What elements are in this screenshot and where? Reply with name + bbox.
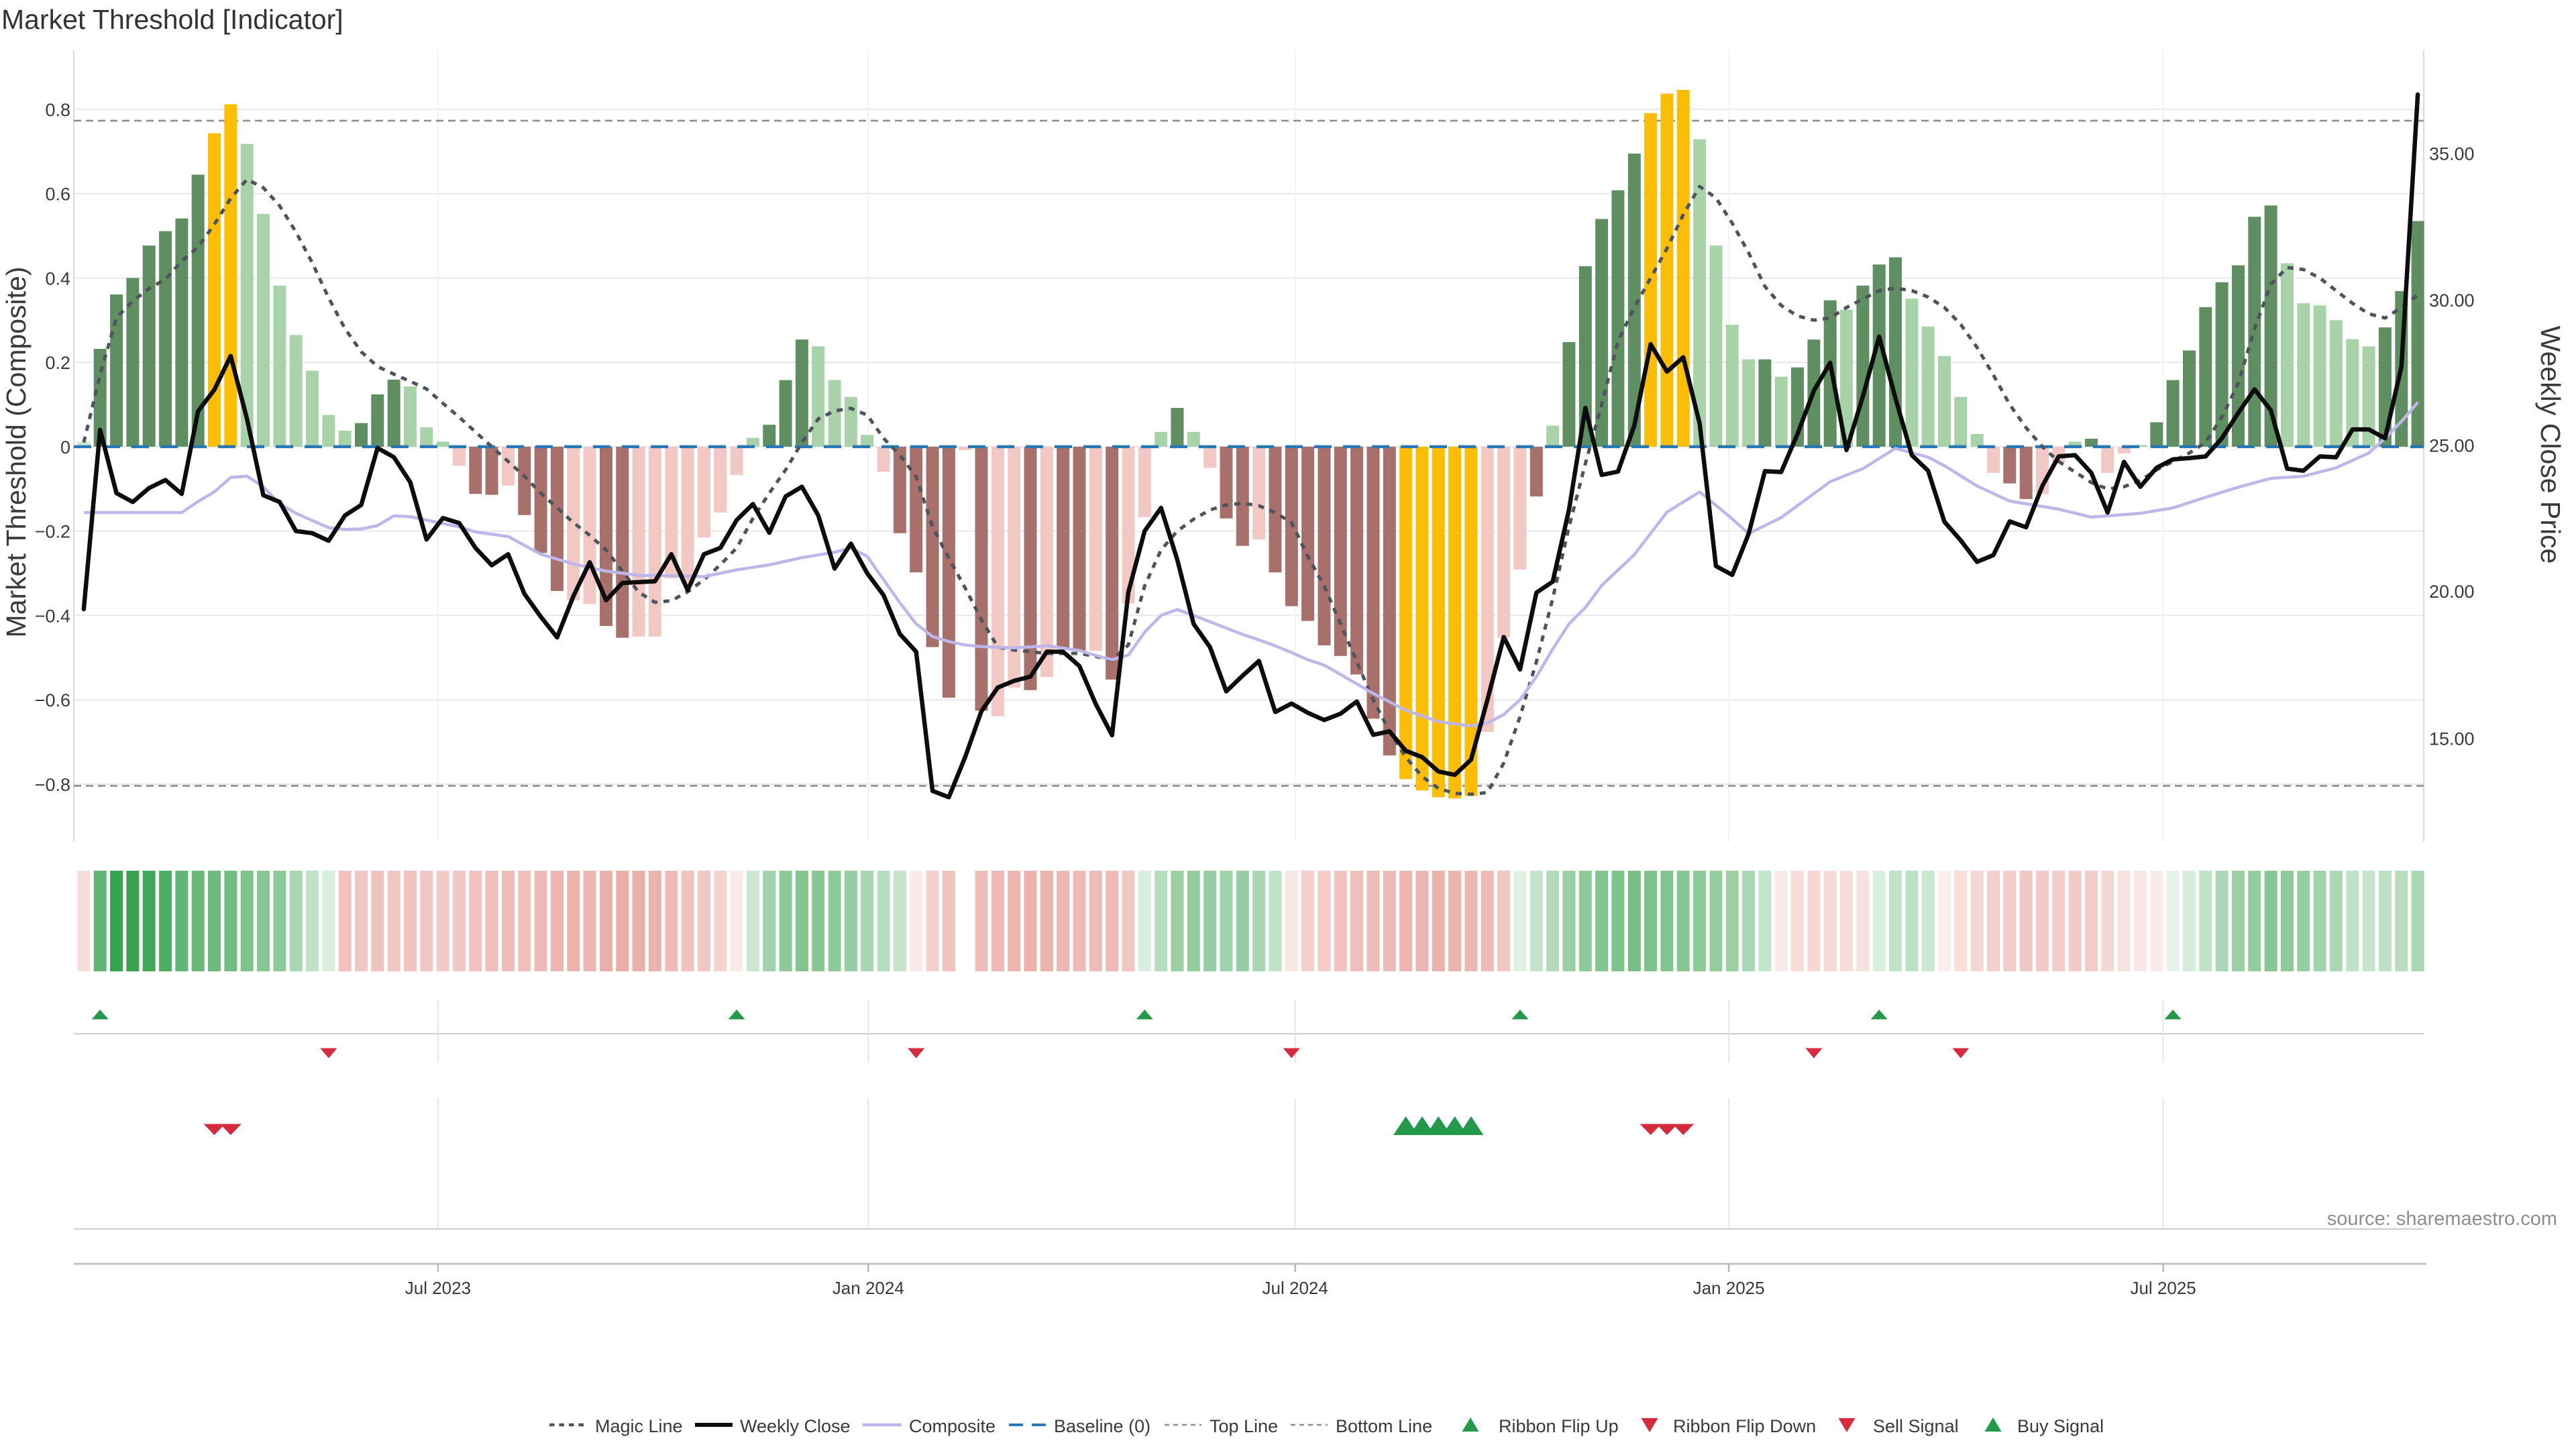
svg-text:0.8: 0.8 — [45, 100, 70, 120]
svg-text:25.00: 25.00 — [2429, 435, 2475, 455]
svg-text:Sell Signal: Sell Signal — [1873, 1416, 1959, 1436]
svg-text:source: sharemaestro.com: source: sharemaestro.com — [2327, 1208, 2557, 1230]
svg-text:Ribbon Flip Up: Ribbon Flip Up — [1499, 1416, 1619, 1436]
svg-text:Jul 2025: Jul 2025 — [2130, 1278, 2196, 1298]
svg-text:Market Threshold (Composite): Market Threshold (Composite) — [1, 267, 32, 638]
svg-text:Buy Signal: Buy Signal — [2017, 1416, 2104, 1436]
svg-text:15.00: 15.00 — [2429, 729, 2475, 749]
svg-text:Jan 2025: Jan 2025 — [1693, 1278, 1765, 1298]
svg-text:−0.8: −0.8 — [35, 775, 70, 795]
svg-text:Bottom Line: Bottom Line — [1336, 1416, 1432, 1436]
svg-text:Weekly Close Price: Weekly Close Price — [2535, 326, 2566, 564]
svg-text:0: 0 — [60, 437, 70, 458]
svg-text:−0.4: −0.4 — [35, 606, 70, 626]
svg-text:30.00: 30.00 — [2429, 290, 2475, 311]
svg-text:20.00: 20.00 — [2429, 582, 2475, 602]
svg-text:Jul 2024: Jul 2024 — [1263, 1278, 1328, 1298]
svg-text:Magic Line: Magic Line — [595, 1416, 683, 1436]
svg-text:Market Threshold [Indicator]: Market Threshold [Indicator] — [1, 4, 343, 35]
svg-text:0.2: 0.2 — [45, 353, 70, 373]
svg-text:35.00: 35.00 — [2429, 144, 2475, 164]
svg-text:0.6: 0.6 — [45, 184, 70, 205]
svg-text:Composite: Composite — [909, 1416, 996, 1436]
svg-text:Weekly Close: Weekly Close — [740, 1416, 851, 1436]
svg-text:0.4: 0.4 — [45, 268, 70, 288]
svg-text:Jul 2023: Jul 2023 — [405, 1278, 471, 1298]
svg-text:Baseline (0): Baseline (0) — [1054, 1416, 1150, 1436]
svg-text:Jan 2024: Jan 2024 — [833, 1278, 904, 1298]
svg-text:−0.2: −0.2 — [35, 522, 70, 542]
svg-text:Ribbon Flip Down: Ribbon Flip Down — [1673, 1416, 1816, 1436]
svg-text:−0.6: −0.6 — [35, 690, 70, 710]
svg-text:Top Line: Top Line — [1210, 1416, 1278, 1436]
